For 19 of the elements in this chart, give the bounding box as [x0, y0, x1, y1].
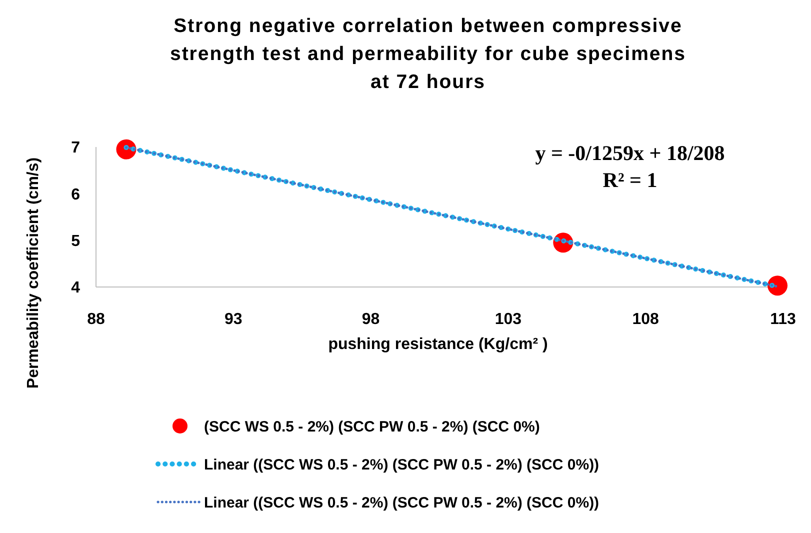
- x-tick-label: 88: [87, 311, 105, 328]
- y-tick-label: 5: [71, 232, 80, 250]
- x-axis-title: pushing resistance (Kg/cm² ): [328, 336, 548, 353]
- legend-label: (SCC WS 0.5 - 2%) (SCC PW 0.5 - 2%) (SCC 0%): [204, 418, 540, 436]
- point: [768, 276, 788, 296]
- y-tick-label: 4: [71, 280, 80, 297]
- x-tick-label: 98: [362, 311, 380, 328]
- legend-label: Linear ((SCC WS 0.5 - 2%) (SCC PW 0.5 - 2%) (SCC 0%)): [204, 456, 600, 474]
- x-tick-label: 103: [494, 311, 522, 328]
- chart-title: Strong negative correlation between compressive strength test and permeability for cube specimens at 72 hours: [170, 15, 686, 93]
- y-tick-label: 7: [71, 140, 80, 157]
- x-tick-label: 93: [224, 311, 242, 328]
- y-tick-label: 6: [71, 186, 80, 204]
- annotation: y = -0/1259x + 18/208: [535, 141, 725, 165]
- legend-label: Linear ((SCC WS 0.5 - 2%) (SCC PW 0.5 - 2%) (SCC 0%)): [204, 494, 600, 512]
- y-axis-title: Permeability coefficient (cm/s): [25, 157, 42, 389]
- x-tick-label: 108: [632, 311, 660, 328]
- x-tick-label: 113: [770, 311, 796, 328]
- annotation: R² = 1: [602, 168, 658, 192]
